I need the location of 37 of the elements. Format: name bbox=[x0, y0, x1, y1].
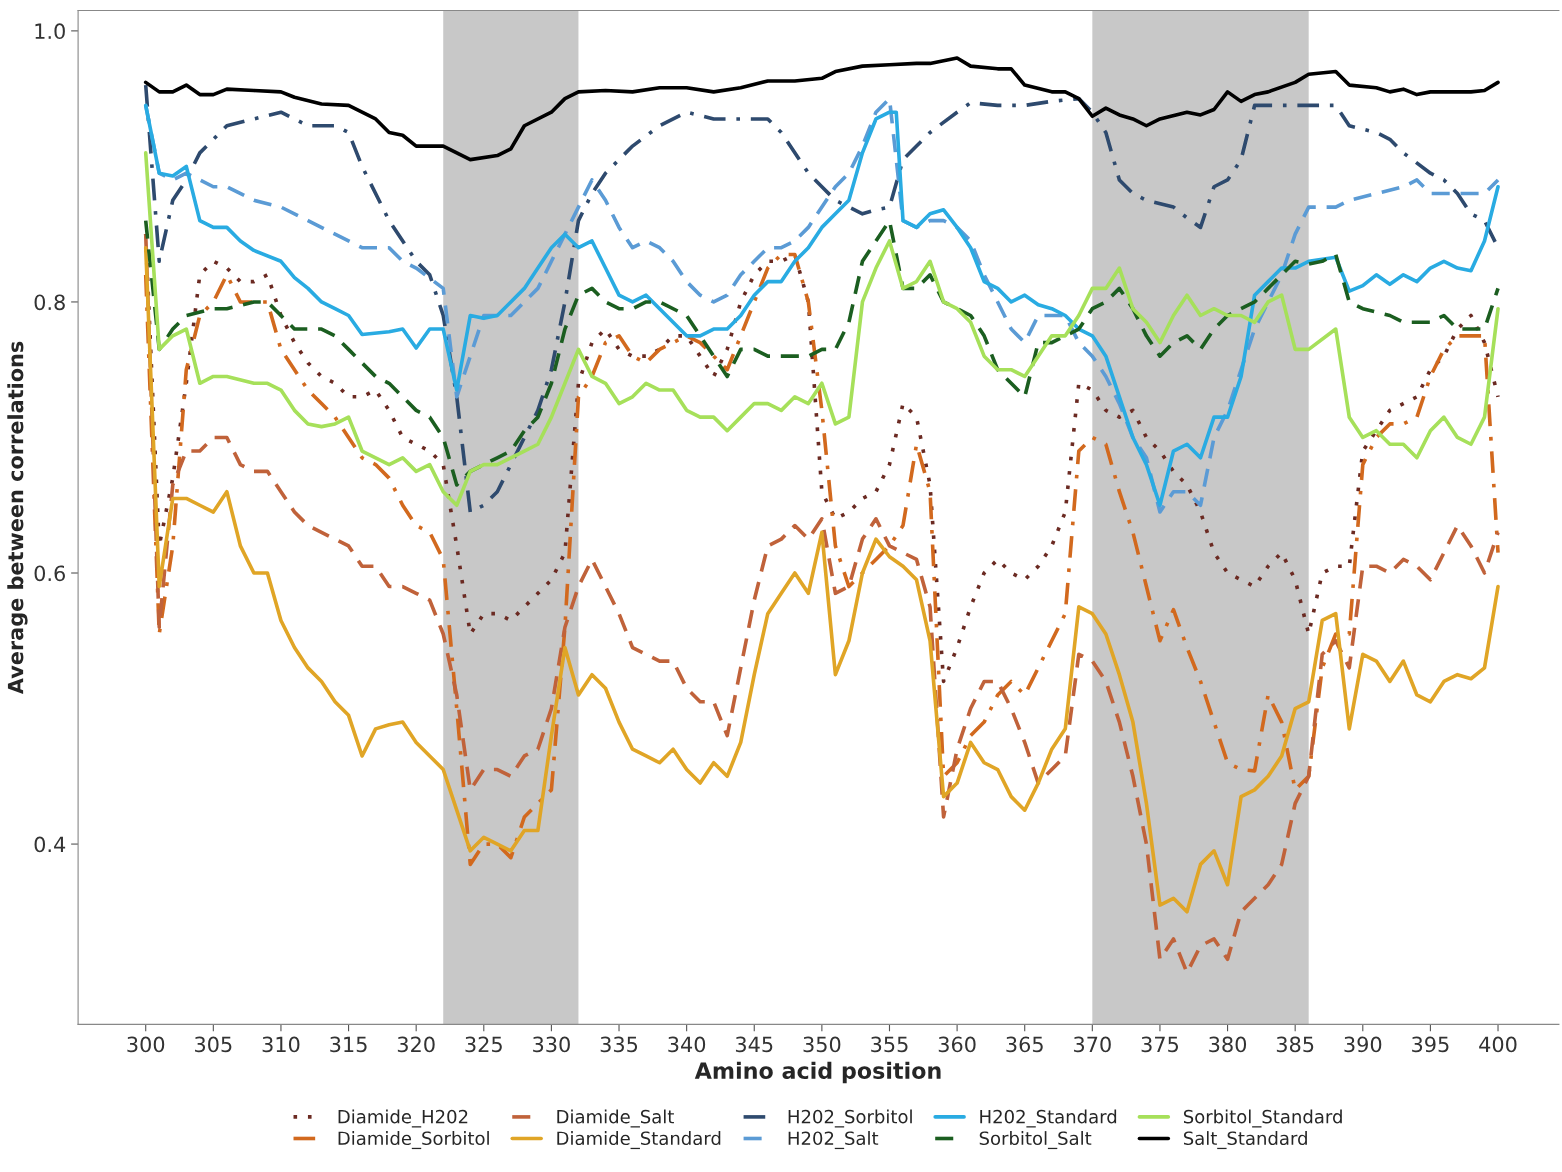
x-tick-label: 385 bbox=[1276, 1036, 1314, 1053]
legend-label: Sorbitol_Standard bbox=[1183, 1109, 1342, 1128]
legend-label: Sorbitol_Salt bbox=[979, 1131, 1092, 1150]
x-tick-label: 325 bbox=[465, 1036, 502, 1053]
y-tick-label: 0.4 bbox=[34, 836, 66, 853]
legend-label: Diamide_Salt bbox=[557, 1109, 674, 1128]
x-tick-label: 355 bbox=[871, 1036, 908, 1053]
x-tick-label: 350 bbox=[803, 1036, 841, 1053]
x-tick-label: 345 bbox=[735, 1036, 773, 1053]
x-tick-label: 395 bbox=[1412, 1036, 1449, 1053]
y-tick-label: 0.8 bbox=[34, 294, 65, 311]
x-tick-label: 375 bbox=[1141, 1036, 1179, 1053]
x-tick-label: 390 bbox=[1344, 1036, 1382, 1053]
legend-label: H202_Sorbitol bbox=[788, 1109, 912, 1128]
y-tick-label: 1.0 bbox=[35, 23, 65, 40]
y-tick-label: 0.6 bbox=[34, 565, 65, 582]
legend-label: Salt_Standard bbox=[1183, 1131, 1307, 1150]
x-axis-title: Amino acid position bbox=[694, 1061, 941, 1084]
x-tick-label: 340 bbox=[668, 1036, 706, 1053]
x-tick-label: 360 bbox=[938, 1036, 976, 1053]
x-tick-label: 330 bbox=[533, 1036, 570, 1053]
x-tick-label: 365 bbox=[1006, 1036, 1043, 1053]
x-tick-label: 400 bbox=[1479, 1036, 1517, 1053]
legend-label: H202_Standard bbox=[980, 1109, 1117, 1128]
x-tick-label: 370 bbox=[1074, 1036, 1111, 1053]
x-tick-label: 310 bbox=[262, 1036, 300, 1053]
x-tick-label: 380 bbox=[1209, 1036, 1247, 1053]
legend-label: Diamide_Standard bbox=[557, 1131, 721, 1150]
legend-label: Diamide_Sorbitol bbox=[338, 1131, 489, 1150]
y-axis-title: Average between correlations bbox=[7, 341, 28, 695]
x-tick-label: 320 bbox=[397, 1036, 435, 1053]
x-tick-label: 305 bbox=[195, 1036, 232, 1053]
x-tick-label: 315 bbox=[330, 1036, 367, 1053]
legend-label: Diamide_H202 bbox=[338, 1109, 468, 1128]
x-tick-label: 300 bbox=[127, 1036, 165, 1053]
legend-label: H202_Salt bbox=[788, 1131, 879, 1150]
x-tick-label: 335 bbox=[600, 1036, 638, 1053]
